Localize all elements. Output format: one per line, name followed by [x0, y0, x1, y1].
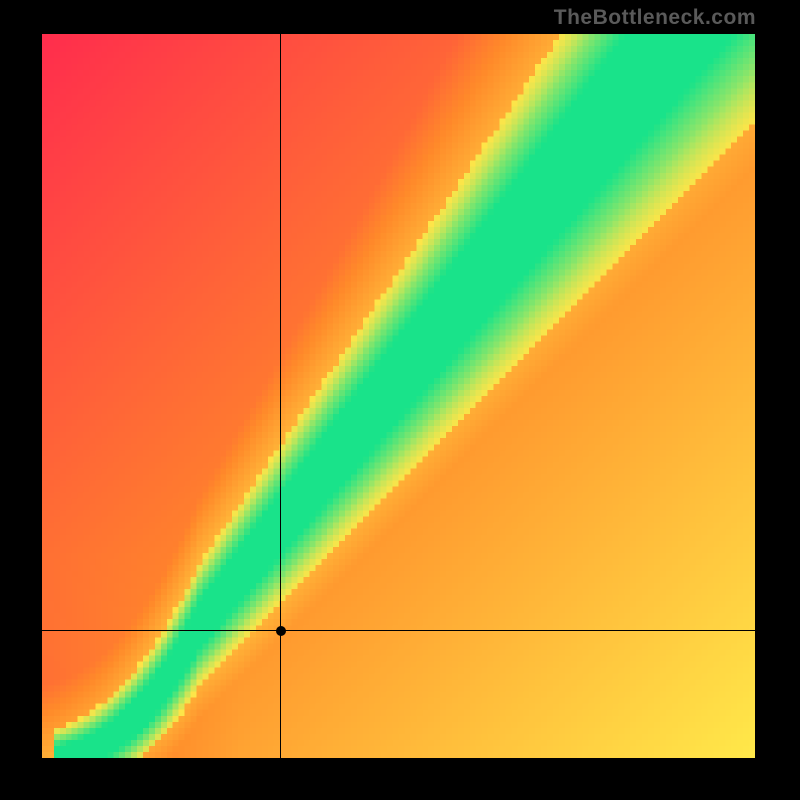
watermark-text: TheBottleneck.com: [554, 6, 756, 30]
crosshair-horizontal: [42, 630, 755, 631]
crosshair-vertical: [280, 34, 281, 758]
crosshair-marker: [276, 626, 286, 636]
heatmap-canvas: [42, 34, 755, 758]
heatmap-plot: [42, 34, 755, 758]
outer-frame: TheBottleneck.com: [0, 0, 800, 800]
